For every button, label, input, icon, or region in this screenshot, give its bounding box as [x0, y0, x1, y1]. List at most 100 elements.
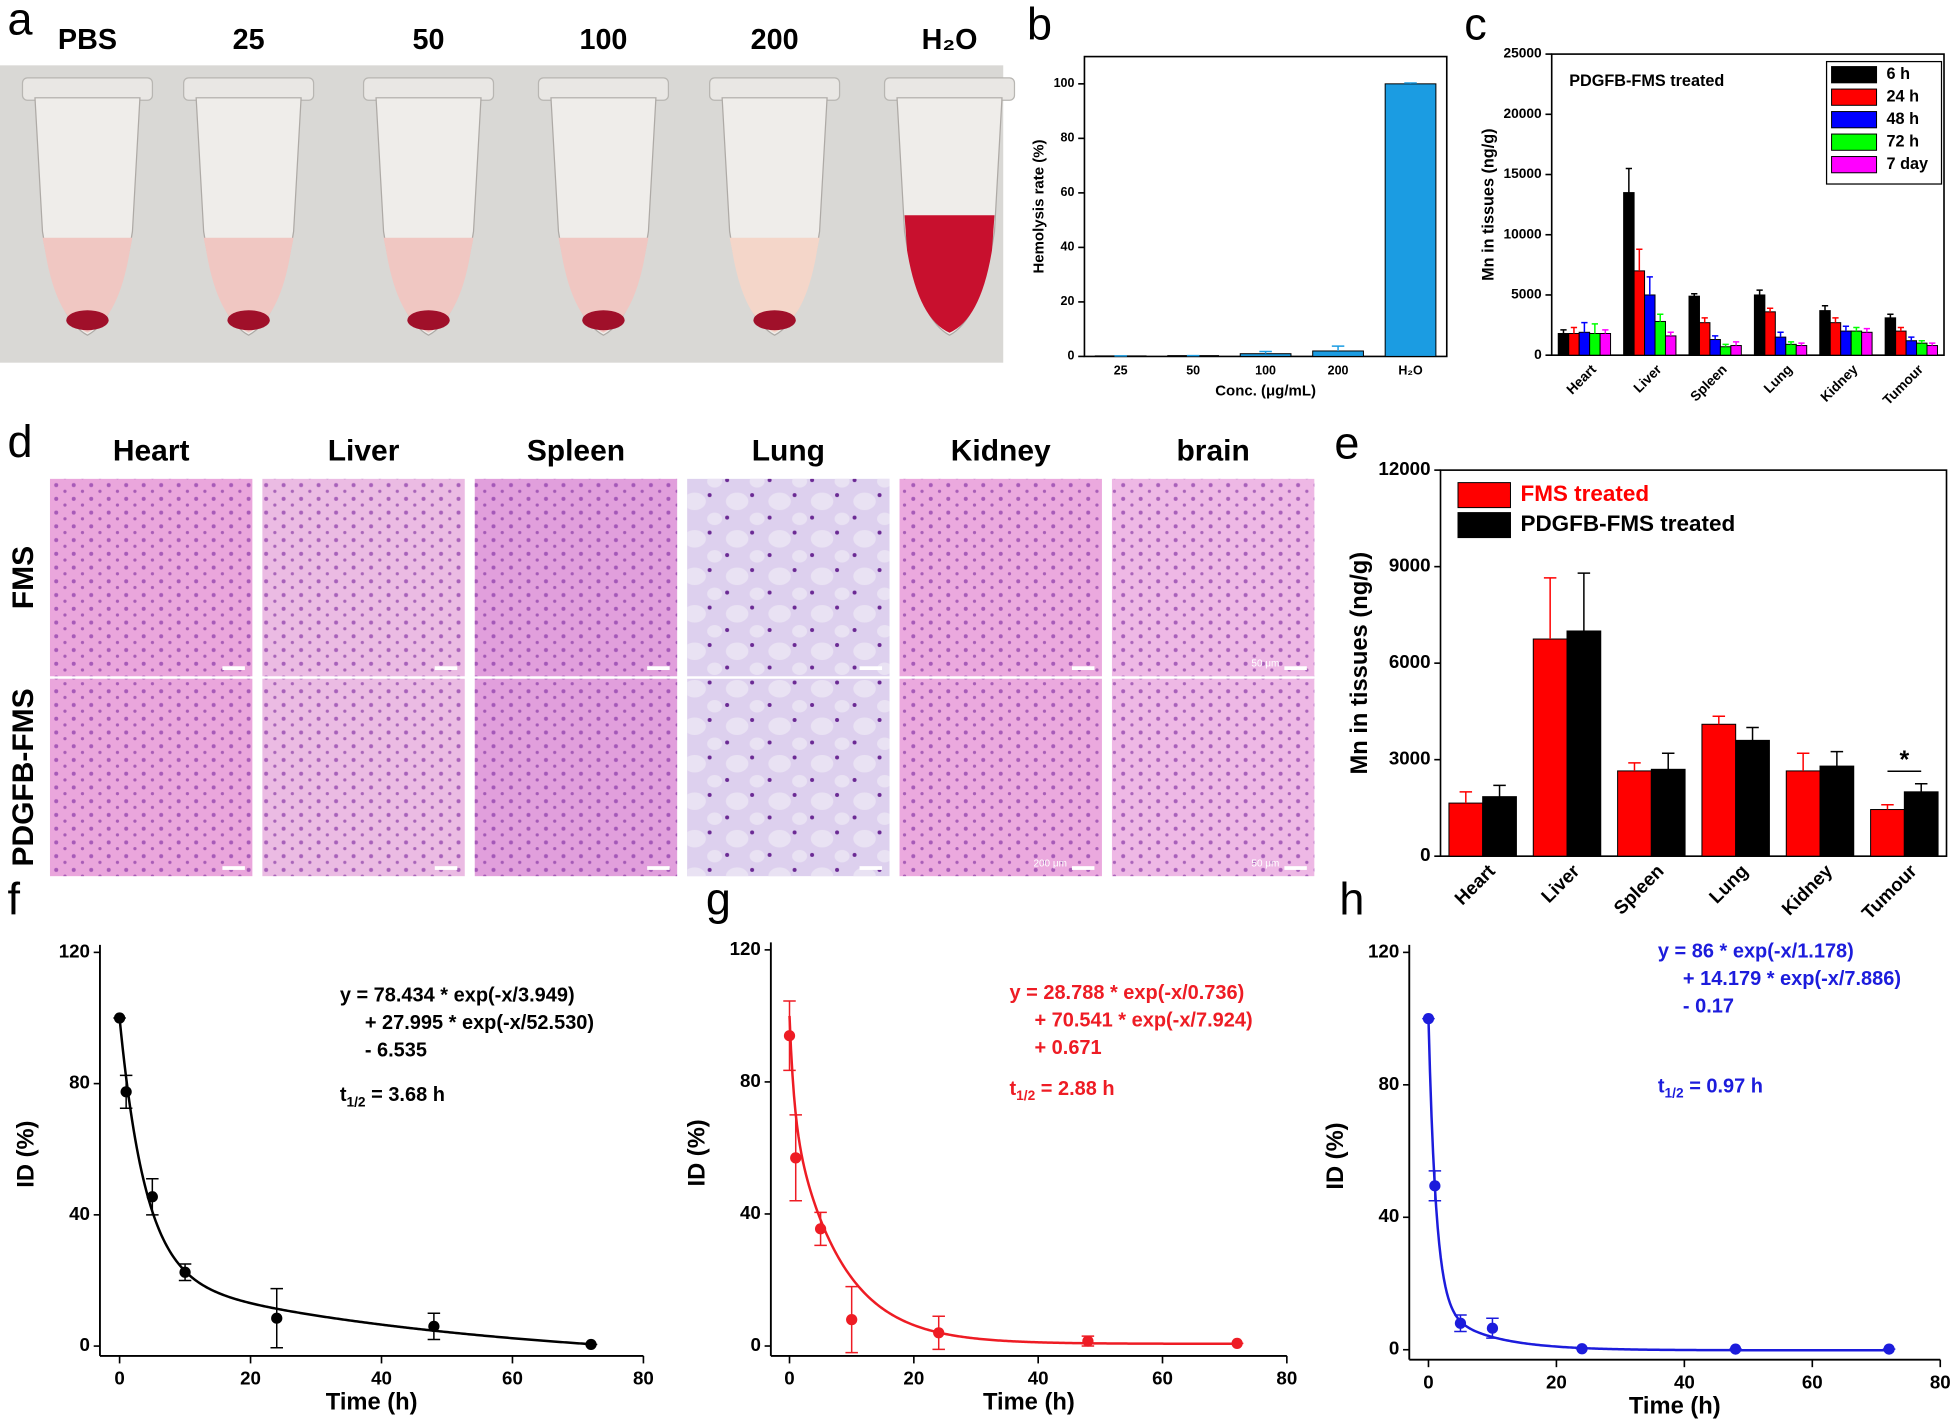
- bar: [1916, 342, 1928, 356]
- legend-label: 24 h: [1887, 87, 1920, 105]
- half-life-symbol: t: [340, 1084, 347, 1106]
- scale-label: 200 μm: [1033, 858, 1067, 869]
- bar: [1633, 270, 1646, 356]
- x-tick-label: 20: [903, 1368, 924, 1389]
- column-label: Liver: [328, 435, 400, 468]
- y-tick-label: 120: [1368, 940, 1399, 961]
- x-tick-label: 0: [114, 1368, 124, 1389]
- annotation: *: [1899, 746, 1909, 774]
- tube-cap: [21, 77, 154, 101]
- data-point: [120, 1086, 132, 1098]
- scale-bar: [647, 666, 670, 671]
- fit-equation: y = 78.434 * exp(-x/3.949): [340, 984, 575, 1006]
- error-bar: [1459, 791, 1473, 804]
- x-tick-label: Kidney: [1777, 860, 1836, 919]
- bar: [1589, 333, 1601, 356]
- data-point: [179, 1266, 191, 1278]
- half-life-subscript: 1/2: [346, 1094, 365, 1109]
- fit-curve: [118, 1018, 592, 1346]
- panel-label: a: [7, 0, 33, 45]
- x-axis-label: Time (h): [983, 1390, 1075, 1416]
- legend-swatch: [1831, 88, 1878, 106]
- fit-equation: - 0.17: [1683, 996, 1734, 1018]
- bar: [1895, 330, 1907, 356]
- scale-label: 50 μm: [1251, 658, 1279, 669]
- data-point: [428, 1320, 440, 1333]
- half-life: t1/2 = 0.97 h: [1658, 1076, 1763, 1101]
- fit-equation: y = 28.788 * exp(-x/0.736): [1009, 982, 1244, 1004]
- bar: [1532, 638, 1568, 857]
- fit-equation: + 27.995 * exp(-x/52.530): [365, 1012, 594, 1034]
- y-tick-label: 0: [80, 1334, 90, 1355]
- data-point: [783, 1030, 796, 1042]
- error-bar: [1766, 307, 1774, 312]
- error-bar: [1853, 326, 1860, 332]
- half-life-value: = 2.88 h: [1035, 1078, 1114, 1100]
- error-bar: [1625, 167, 1633, 193]
- error-bar: [1667, 331, 1674, 336]
- fit-curve: [788, 1015, 1238, 1346]
- bar: [1819, 310, 1831, 356]
- error-bar: [1259, 350, 1272, 354]
- bar: [1819, 765, 1855, 857]
- fit-equation: + 14.179 * exp(-x/7.886): [1683, 968, 1901, 990]
- y-tick-label: 80: [69, 1072, 90, 1093]
- x-tick-label: 25: [1114, 364, 1128, 378]
- error-bar: [1722, 343, 1729, 347]
- row-label: PDGFB-FMS: [7, 688, 40, 866]
- legend-swatch: [1831, 133, 1878, 151]
- fit-curve: [1427, 1018, 1890, 1352]
- x-tick-label: H₂O: [1398, 364, 1423, 378]
- y-tick-label: 9000: [1389, 555, 1431, 576]
- y-axis-label: Mn in tissues (ng/g): [1347, 552, 1373, 775]
- plot-frame: [1439, 469, 1948, 857]
- y-tick-label: 25000: [1504, 46, 1543, 61]
- error-bar: [1887, 313, 1894, 318]
- y-axis-label: ID (%): [14, 1121, 40, 1188]
- y-tick-label: 40: [1061, 240, 1075, 254]
- scale-bar: [1071, 866, 1095, 870]
- panel-label: c: [1464, 0, 1486, 50]
- y-axis-label: ID (%): [1323, 1122, 1349, 1189]
- x-tick-label: 60: [1152, 1368, 1173, 1389]
- x-tick-label: Tumour: [1880, 361, 1926, 407]
- annotation: PDGFB-FMS treated: [1569, 72, 1724, 90]
- y-axis-label: Mn in tissues (ng/g): [1480, 128, 1498, 280]
- bar: [1654, 320, 1666, 356]
- y-tick-label: 6000: [1389, 651, 1431, 672]
- legend-swatch: [1831, 66, 1878, 84]
- bar: [1829, 322, 1842, 356]
- y-tick-label: 20: [1061, 294, 1075, 308]
- y-axis-label: Hemolysis rate (%): [1030, 139, 1047, 273]
- y-tick-label: 0: [1534, 347, 1542, 362]
- tube-pellet: [582, 310, 625, 331]
- scale-label: 50 μm: [1251, 858, 1279, 869]
- bar: [1623, 192, 1635, 356]
- bar: [1795, 345, 1808, 356]
- data-point: [1429, 1180, 1441, 1192]
- error-bar: [1830, 750, 1844, 767]
- x-tick-label: 200: [1328, 364, 1349, 378]
- histology-texture: [687, 678, 890, 877]
- scale-bar: [1284, 666, 1307, 671]
- tube-label: PBS: [58, 24, 117, 56]
- scale-bar: [1284, 866, 1307, 870]
- bar: [1926, 345, 1938, 356]
- x-tick-label: 60: [1802, 1371, 1823, 1392]
- bar: [1644, 294, 1656, 356]
- data-point: [1231, 1337, 1243, 1349]
- bar: [1870, 809, 1905, 857]
- x-tick-label: Lung: [1761, 362, 1795, 396]
- error-bar: [1732, 341, 1740, 346]
- bar: [1698, 322, 1711, 356]
- tube-liquid: [383, 237, 474, 333]
- error-bar: [1712, 715, 1726, 725]
- histology-texture: [899, 678, 1102, 877]
- error-bar: [1746, 726, 1759, 741]
- bar: [1735, 739, 1770, 857]
- error-bar: [1897, 326, 1904, 332]
- error-bar: [1798, 342, 1805, 346]
- half-life-subscript: 1/2: [1016, 1088, 1035, 1103]
- column-label: brain: [1176, 435, 1249, 468]
- plot-frame: [1550, 53, 1945, 356]
